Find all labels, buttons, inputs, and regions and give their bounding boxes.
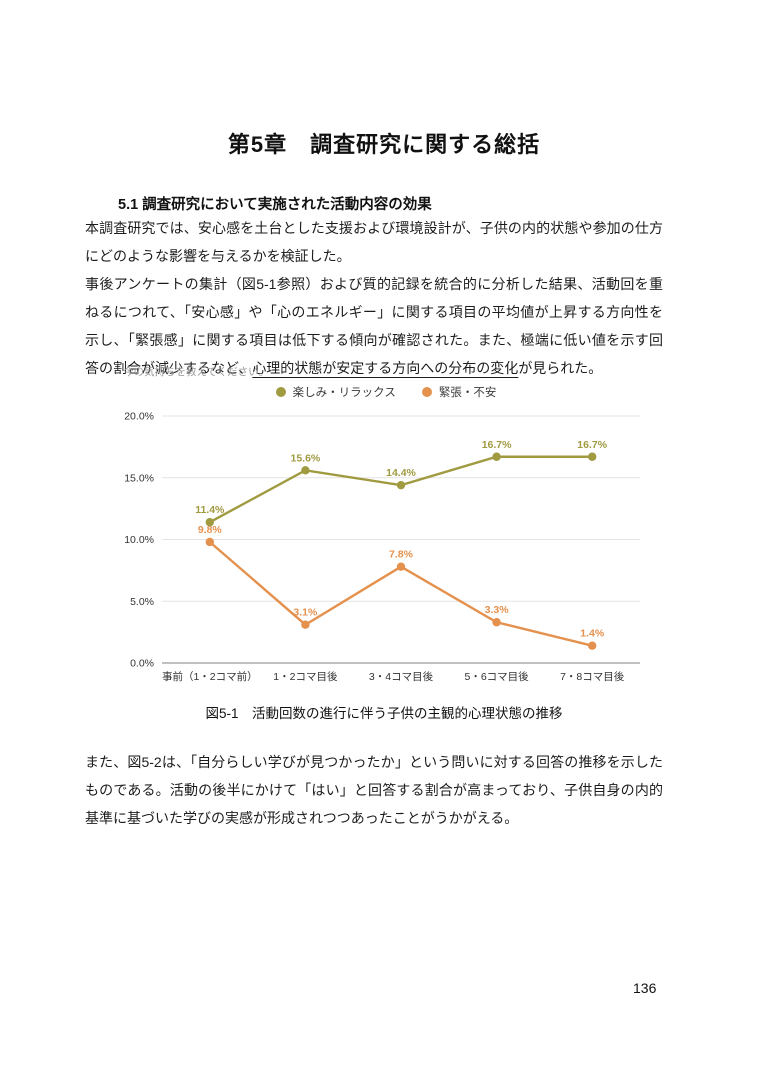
data-point-label: 1.4% [580,628,605,640]
figure-5-1-chart: 今の気持ちを教えてください。 楽しみ・リラックス 緊張・不安 0.0% 5.0% 1… [123,364,649,695]
data-point-label: 11.4% [195,504,225,516]
section-heading: 5.1 調査研究において実施された活動内容の効果 [118,197,432,213]
data-point-label: 9.8% [198,524,223,536]
x-tick-label: 事前（1・2コマ前） [162,670,258,683]
data-point-marker [301,466,310,475]
y-tick-label: 15.0% [124,472,154,484]
legend-dot-icon [275,387,286,397]
chart-title: 今の気持ちを教えてください。 [123,366,270,378]
data-point-marker [492,452,501,461]
legend-label: 緊張・不安 [438,387,497,399]
data-point-marker [492,618,501,627]
legend-item-anxiety: 緊張・不安 [421,384,497,400]
y-tick-label: 10.0% [124,534,154,546]
data-point-marker [205,518,214,527]
x-tick-label: 1・2コマ目後 [273,670,338,683]
data-point-label: 16.7% [577,439,607,451]
data-point-marker [588,452,597,461]
page-number: 136 [633,980,657,996]
data-point-marker [588,641,597,650]
legend-label: 楽しみ・リラックス [292,387,396,399]
figure-caption: 図5-1 活動回数の進行に伴う子供の主観的心理状態の推移 [205,706,563,721]
paragraph-1: 本調査研究では、安心感を土台とした支援および環境設計が、子供の内的状態や参加の仕… [85,220,663,264]
data-point-marker [396,562,406,571]
x-tick-label: 7・8コマ目後 [560,670,625,683]
paragraph-2: 事後アンケートの集計（図5-1参照）および質的記録を統合的に分析した結果、活動回… [85,270,663,382]
y-tick-label: 0.0% [130,658,154,670]
data-point-marker [396,480,406,490]
legend-item-relax: 楽しみ・リラックス [275,384,396,400]
data-point-label: 16.7% [482,439,512,451]
line-chart-plot: 0.0% 5.0% 10.0% 15.0% 20.0% 事前（1・2コマ前） 1・2コマ目後… [124,411,640,683]
data-point-marker [301,620,310,629]
body-text-block-2: また、図5-2は、「自分らしい学びが見つかったか」という問いに対する回答の推移を… [85,748,663,832]
body-text-block-1: 本調査研究では、安心感を土台とした支援および環境設計が、子供の内的状態や参加の仕… [85,214,663,382]
data-point-label: 3.1% [293,607,318,619]
x-tick-label: 3・4コマ目後 [369,670,434,683]
data-point-label: 7.8% [389,549,414,561]
data-point-label: 14.4% [386,467,416,479]
chapter-title: 第5章 調査研究に関する総括 [227,132,541,157]
legend-dot-icon [421,387,432,397]
paragraph-2-underlined-phrase: 心理的状態が安定する方向への分布の変化 [252,360,519,376]
data-point-marker [205,537,214,547]
paragraph-2-post: が見られた。 [518,360,603,376]
x-tick-label: 5・6コマ目後 [465,670,530,683]
data-point-label: 3.3% [485,604,510,616]
data-point-label: 15.6% [291,452,321,464]
y-tick-label: 20.0% [124,411,154,423]
paragraph-2-pre: 事後アンケートの集計（図5-1参照）および質的記録を統合的に分析した結果、活動回… [85,276,663,376]
y-tick-label: 5.0% [130,596,154,608]
paragraph-3: また、図5-2は、「自分らしい学びが見つかったか」という問いに対する回答の推移を… [85,754,663,826]
chart-legend: 楽しみ・リラックス 緊張・不安 [123,382,649,402]
